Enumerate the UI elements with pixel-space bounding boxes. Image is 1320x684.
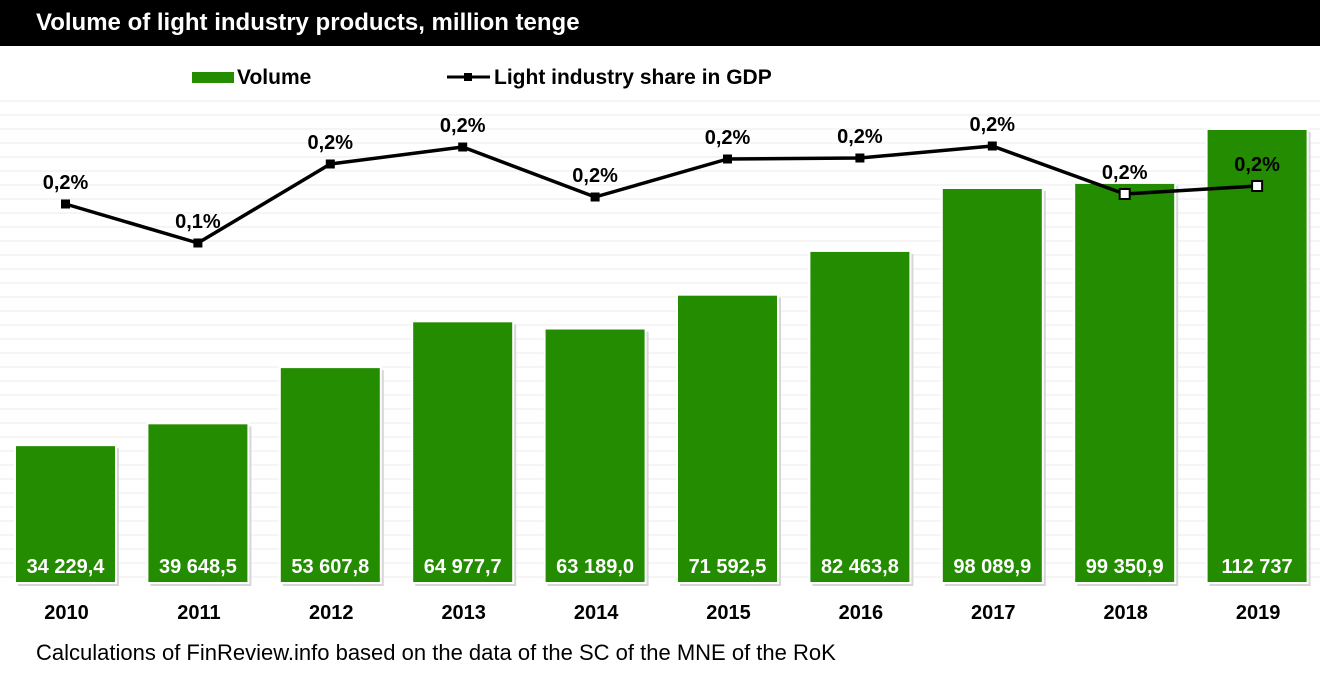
gdp-share-marker: [1251, 180, 1264, 192]
bar: [278, 366, 382, 584]
bar-value-label: 34 229,4: [27, 556, 106, 578]
x-tick-label: 2018: [1103, 602, 1148, 624]
bar: [676, 293, 779, 584]
gdp-share-label: 0,2%: [43, 172, 89, 194]
x-tick-label: 2010: [44, 602, 89, 624]
bar-value-label: 99 350,9: [1086, 556, 1164, 578]
bar: [543, 327, 647, 584]
legend: Volume Light industry share in GDP: [192, 66, 772, 89]
gdp-share-label: 0,2%: [308, 132, 354, 154]
gdp-share-marker: [723, 154, 732, 164]
bar: [940, 186, 1044, 584]
bar: [146, 422, 250, 584]
bar-value-label: 98 089,9: [953, 556, 1031, 578]
bar-value-label: 39 648,5: [159, 556, 237, 578]
legend-label-gdp-share: Light industry share in GDP: [494, 66, 772, 89]
x-tick-label: 2017: [971, 602, 1016, 624]
gdp-share-marker: [325, 159, 335, 169]
bar-value-label: 82 463,8: [821, 556, 899, 578]
gdp-share-label: 0,2%: [970, 114, 1016, 136]
bar-value-label: 112 737: [1221, 556, 1292, 578]
chart-title: Volume of light industry products, milli…: [36, 9, 580, 36]
legend-label-volume: Volume: [237, 66, 311, 89]
bar: [411, 320, 515, 584]
legend-marker-gdp-share: [464, 73, 472, 81]
bar-value-label: 53 607,8: [291, 556, 369, 578]
x-tick-label: 2015: [706, 602, 751, 624]
x-tick-label: 2016: [839, 602, 884, 624]
bar-series: 34 229,4 2010 39 648,5 2011 53 607,8 2012 64 9…: [14, 128, 1311, 624]
gdp-share-label: 0,2%: [1234, 154, 1280, 176]
gdp-share-marker: [987, 141, 997, 151]
gdp-share-label: 0,2%: [705, 127, 751, 149]
gdp-share-label: 0,2%: [440, 115, 486, 137]
bar: [14, 444, 117, 585]
bar: [1205, 128, 1309, 584]
bar: [1073, 181, 1177, 584]
x-tick-label: 2019: [1236, 602, 1281, 624]
title-bar: Volume of light industry products, milli…: [0, 0, 1320, 46]
gdp-share-label: 0,2%: [1102, 162, 1148, 184]
x-tick-label: 2012: [309, 602, 354, 624]
source-note: Calculations of FinReview.info based on …: [36, 640, 836, 665]
x-tick-label: 2011: [177, 602, 220, 624]
bar-value-label: 63 189,0: [556, 556, 634, 578]
gdp-share-marker: [458, 142, 468, 152]
legend-swatch-volume: [192, 72, 234, 83]
gdp-share-label: 0,1%: [175, 211, 221, 233]
bar-value-label: 64 977,7: [424, 556, 502, 578]
bar: [808, 249, 912, 584]
chart-canvas: Volume Light industry share in GDP 34 229,…: [0, 66, 1320, 624]
gdp-share-marker: [193, 238, 203, 248]
gdp-share-marker: [61, 199, 70, 209]
line-series: 0,2% 0,1% 0,2% 0,2% 0,2% 0,2% 0,2% 0,2% 0,2% 0,2%: [43, 114, 1280, 248]
bar-value-label: 71 592,5: [689, 556, 767, 578]
gdp-share-label: 0,2%: [572, 165, 618, 187]
gdp-share-marker: [590, 192, 600, 202]
gdp-share-label: 0,2%: [837, 126, 883, 148]
gdp-share-marker: [1118, 188, 1131, 200]
gdp-share-marker: [855, 153, 865, 163]
x-tick-label: 2013: [441, 602, 486, 624]
gdp-share-line: [65, 144, 1258, 245]
x-tick-label: 2014: [574, 602, 619, 624]
